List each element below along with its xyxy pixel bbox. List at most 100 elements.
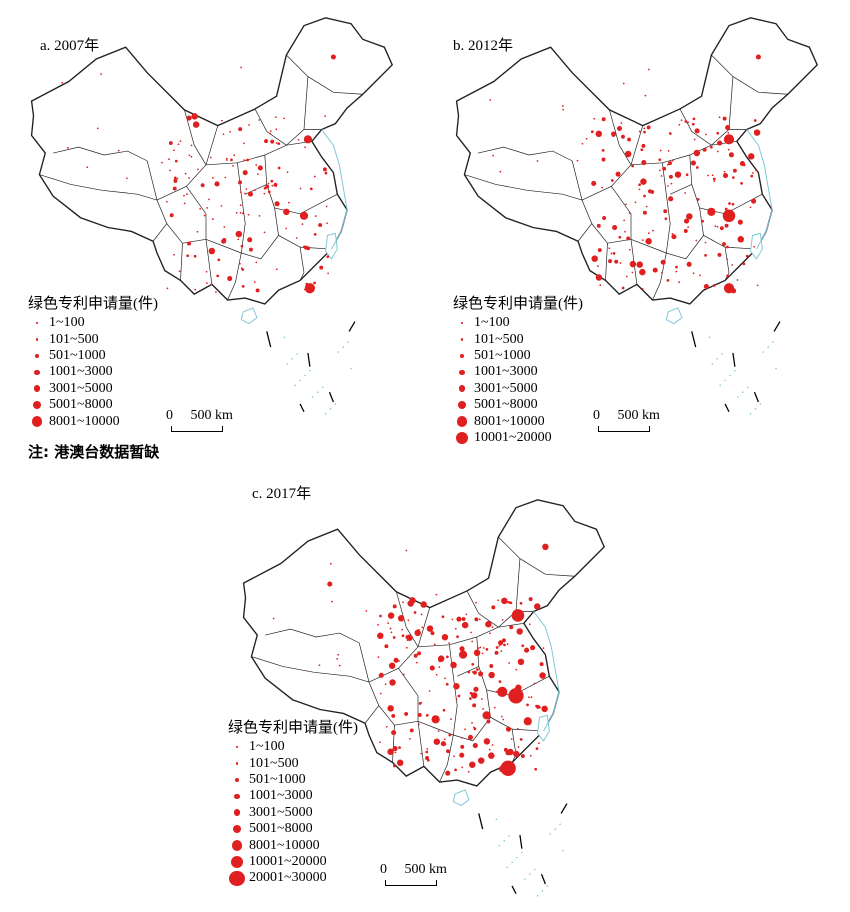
legend-item: 20001~30000	[228, 870, 358, 887]
city-patent-symbol	[186, 115, 192, 121]
city-patent-symbol	[217, 258, 221, 262]
city-patent-symbol	[641, 143, 646, 148]
city-patent-symbol	[576, 159, 579, 162]
legend-item: 1~100	[228, 739, 358, 755]
legend-label: 501~1000	[474, 347, 531, 363]
city-patent-symbol	[387, 622, 389, 625]
legend-symbol	[228, 822, 246, 836]
map-panel-2012: b. 2012年 绿色专利申请量(件) 1~100 101~500 501~1000…	[425, 0, 850, 460]
city-patent-symbol	[638, 183, 641, 187]
city-patent-symbol	[535, 747, 539, 751]
province-boundary	[358, 642, 380, 724]
sea-island	[503, 840, 506, 842]
city-patent-symbol	[397, 615, 405, 622]
city-patent-symbol	[530, 696, 533, 699]
city-patent-symbol	[509, 601, 513, 605]
scale-label: 500 km	[617, 408, 660, 423]
legend-symbol	[28, 333, 46, 347]
city-patent-symbol	[634, 201, 637, 204]
city-patent-symbol	[639, 268, 646, 276]
city-patent-symbol	[511, 609, 525, 622]
city-patent-symbol	[608, 259, 613, 264]
legend-2012: 绿色专利申请量(件) 1~100 101~500 501~1000 1001~3000…	[453, 292, 583, 446]
city-patent-symbol	[327, 581, 333, 587]
legend-symbol	[28, 349, 46, 363]
city-patent-symbol	[183, 202, 186, 205]
city-patent-symbol	[443, 738, 446, 740]
city-patent-symbol	[277, 142, 281, 146]
city-patent-symbol	[387, 748, 394, 755]
legend-label: 1001~3000	[249, 788, 313, 804]
city-patent-symbol	[668, 174, 673, 179]
province-boundary	[666, 235, 704, 260]
city-patent-symbol	[666, 278, 670, 282]
city-patent-symbol	[237, 238, 240, 241]
sea-island	[533, 868, 536, 871]
city-patent-symbol	[599, 284, 602, 286]
city-patent-symbol	[384, 644, 389, 649]
city-patent-symbol	[173, 178, 178, 183]
sea-island	[708, 336, 711, 339]
city-patent-symbol	[322, 167, 327, 172]
city-patent-symbol	[612, 252, 616, 255]
province-boundary	[146, 160, 168, 242]
city-patent-symbol	[687, 226, 690, 228]
city-patent-symbol	[638, 130, 641, 133]
legend-item: 8001~10000	[28, 413, 158, 429]
city-patent-symbol	[199, 208, 202, 210]
city-patent-symbol	[717, 140, 723, 146]
city-patent-symbol	[585, 137, 588, 140]
city-patent-symbol	[314, 215, 317, 217]
nine-dash-line	[540, 873, 546, 885]
city-patent-symbol	[166, 287, 169, 290]
city-patent-symbol	[687, 121, 689, 124]
city-patent-symbol	[719, 226, 724, 231]
sea-island	[724, 379, 726, 382]
city-patent-symbol	[680, 119, 683, 122]
city-patent-symbol	[242, 170, 248, 176]
city-patent-symbol	[448, 642, 451, 645]
legend-symbol	[228, 806, 246, 820]
city-patent-symbol	[731, 264, 734, 266]
city-patent-symbol	[731, 202, 735, 206]
city-patent-symbol	[621, 286, 625, 290]
city-patent-symbol	[379, 614, 382, 618]
city-patent-symbol	[670, 182, 673, 185]
city-patent-symbol	[693, 149, 701, 157]
city-patent-symbol	[388, 662, 396, 669]
city-patent-symbol	[492, 154, 494, 157]
city-patent-symbol	[247, 191, 254, 197]
city-patent-symbol	[538, 742, 540, 745]
city-patent-symbol	[683, 229, 688, 233]
city-patent-symbol	[336, 657, 339, 660]
city-patent-symbol	[225, 157, 228, 160]
city-patent-symbol	[528, 623, 531, 626]
city-patent-symbol	[652, 229, 654, 232]
city-patent-symbol	[667, 185, 669, 187]
city-patent-symbol	[241, 212, 244, 215]
city-patent-symbol	[702, 147, 707, 152]
city-patent-symbol	[243, 159, 246, 162]
legend-item: 3001~5000	[28, 381, 158, 397]
legend-2007: 绿色专利申请量(件) 1~100 101~500 501~1000 1001~3000…	[28, 292, 158, 430]
city-patent-symbol	[440, 741, 446, 747]
city-patent-symbol	[299, 211, 309, 220]
sea-island	[536, 894, 539, 897]
city-patent-symbol	[461, 617, 466, 622]
city-patent-symbol	[421, 626, 424, 629]
city-patent-symbol	[331, 600, 333, 603]
city-patent-symbol	[327, 272, 329, 275]
city-patent-symbol	[461, 621, 469, 629]
nine-dash-line	[511, 885, 517, 895]
city-patent-symbol	[430, 631, 435, 636]
city-patent-symbol	[178, 270, 181, 273]
city-patent-symbol	[724, 207, 728, 211]
sea-island	[521, 851, 523, 854]
city-patent-symbol	[521, 644, 525, 648]
city-patent-symbol	[377, 656, 380, 658]
sea-island	[337, 351, 340, 353]
city-patent-symbol	[704, 241, 707, 244]
city-patent-symbol	[205, 270, 208, 273]
city-patent-symbol	[728, 152, 734, 158]
nine-dash-line	[560, 803, 568, 814]
